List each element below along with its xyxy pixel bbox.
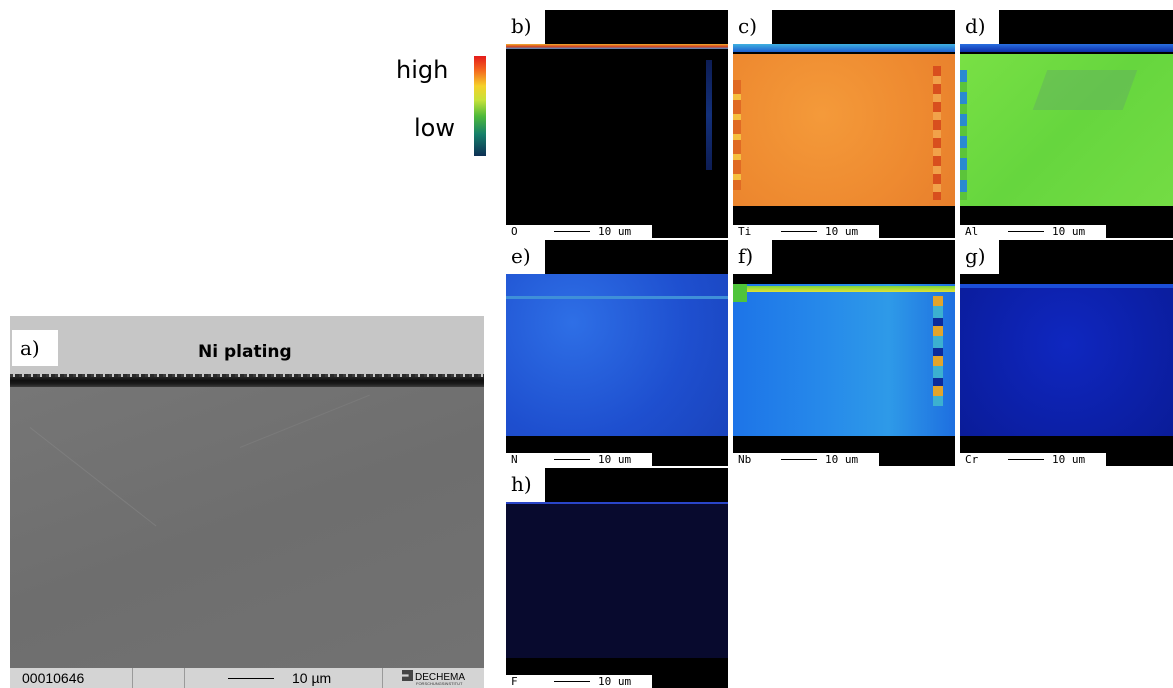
map-body [733,284,955,436]
map-footer: Nb 10 um [733,453,879,466]
panel-label: c) [733,10,772,44]
panel-label: g) [960,240,999,274]
scale-bar-line [554,681,590,682]
element-symbol: Cr [965,453,979,466]
map-surface [506,502,728,504]
map-shade [1032,70,1138,110]
ni-plating-region [10,316,484,378]
map-body [506,50,728,208]
map-surface [733,286,955,292]
panel-label: b) [506,10,545,44]
map-footer: Cr 10 um [960,453,1106,466]
scale-bar-label: 10 um [598,225,632,238]
scale-bar-label: 10 um [825,225,859,238]
sem-title: Ni plating [198,342,292,362]
map-footer: N 10 um [506,453,652,466]
element-symbol: Ti [738,225,752,238]
oxide-layer [10,374,484,387]
edx-map-chromium: g) Cr 10 um [960,240,1173,466]
scale-bar-label: 10 um [598,453,632,466]
sem-info-bar: 00010646 10 µm DECHEMA FORSCHUNGSINSTITU… [10,668,484,688]
scale-bar-label: 10 um [1052,225,1086,238]
scale-bar-label: 10 um [598,675,632,688]
dechema-logo-subtext: FORSCHUNGSINSTITUT [416,681,463,686]
map-body [733,54,955,206]
element-symbol: F [511,675,518,688]
panel-label: f) [733,240,772,274]
map-footer: Ti 10 um [733,225,879,238]
edx-map-niobium: f) Nb 10 um [733,240,955,466]
panel-label: d) [960,10,999,44]
edx-map-oxygen: b) O 10 um [506,10,728,238]
dechema-logo-icon [402,670,413,681]
scale-bar-line [1008,459,1044,460]
element-symbol: N [511,453,518,466]
scale-bar-label: 10 µm [292,670,332,686]
map-footer: F 10 um [506,675,652,688]
scale-bar-label: 10 um [825,453,859,466]
image-id: 00010646 [22,670,85,686]
map-edge [733,80,741,190]
panel-label: e) [506,240,545,274]
sem-micrograph: a) Ni plating 00010646 10 µm DECHEMA FOR… [10,316,484,688]
panel-label: a) [12,330,58,366]
map-edge [933,66,941,200]
substrate-region [10,387,484,668]
dechema-logo-text: DECHEMA [415,672,466,683]
map-edge [960,70,967,200]
map-edge [733,284,747,302]
edx-map-fluorine: h) F 10 um [506,468,728,688]
legend-low-label: low [414,114,455,142]
element-symbol: Nb [738,453,752,466]
map-footer: Al 10 um [960,225,1106,238]
map-surface [506,44,728,49]
scale-bar-line [554,231,590,232]
map-surface [960,44,1173,52]
scale-bar-line [228,678,274,679]
scale-bar-line [781,231,817,232]
scale-bar-line [1008,231,1044,232]
map-surface [733,44,955,52]
scale-bar-line [781,459,817,460]
element-symbol: O [511,225,518,238]
map-footer: O 10 um [506,225,652,238]
map-body [960,284,1173,436]
map-surface [960,284,1173,288]
map-body [506,502,728,658]
edx-map-aluminium: d) Al 10 um [960,10,1173,238]
edx-map-nitrogen: e) N 10 um [506,240,728,466]
scale-bar-line [554,459,590,460]
panel-label: h) [506,468,545,502]
edx-map-titanium: c) Ti 10 um [733,10,955,238]
dechema-logo: DECHEMA [402,670,465,683]
map-edge [706,60,712,170]
map-body [506,274,728,436]
map-edge [933,296,943,406]
color-scale-bar [474,56,486,156]
element-symbol: Al [965,225,979,238]
map-body [960,54,1173,206]
scale-bar-label: 10 um [1052,453,1086,466]
legend-high-label: high [396,56,449,84]
map-surface [506,296,728,299]
